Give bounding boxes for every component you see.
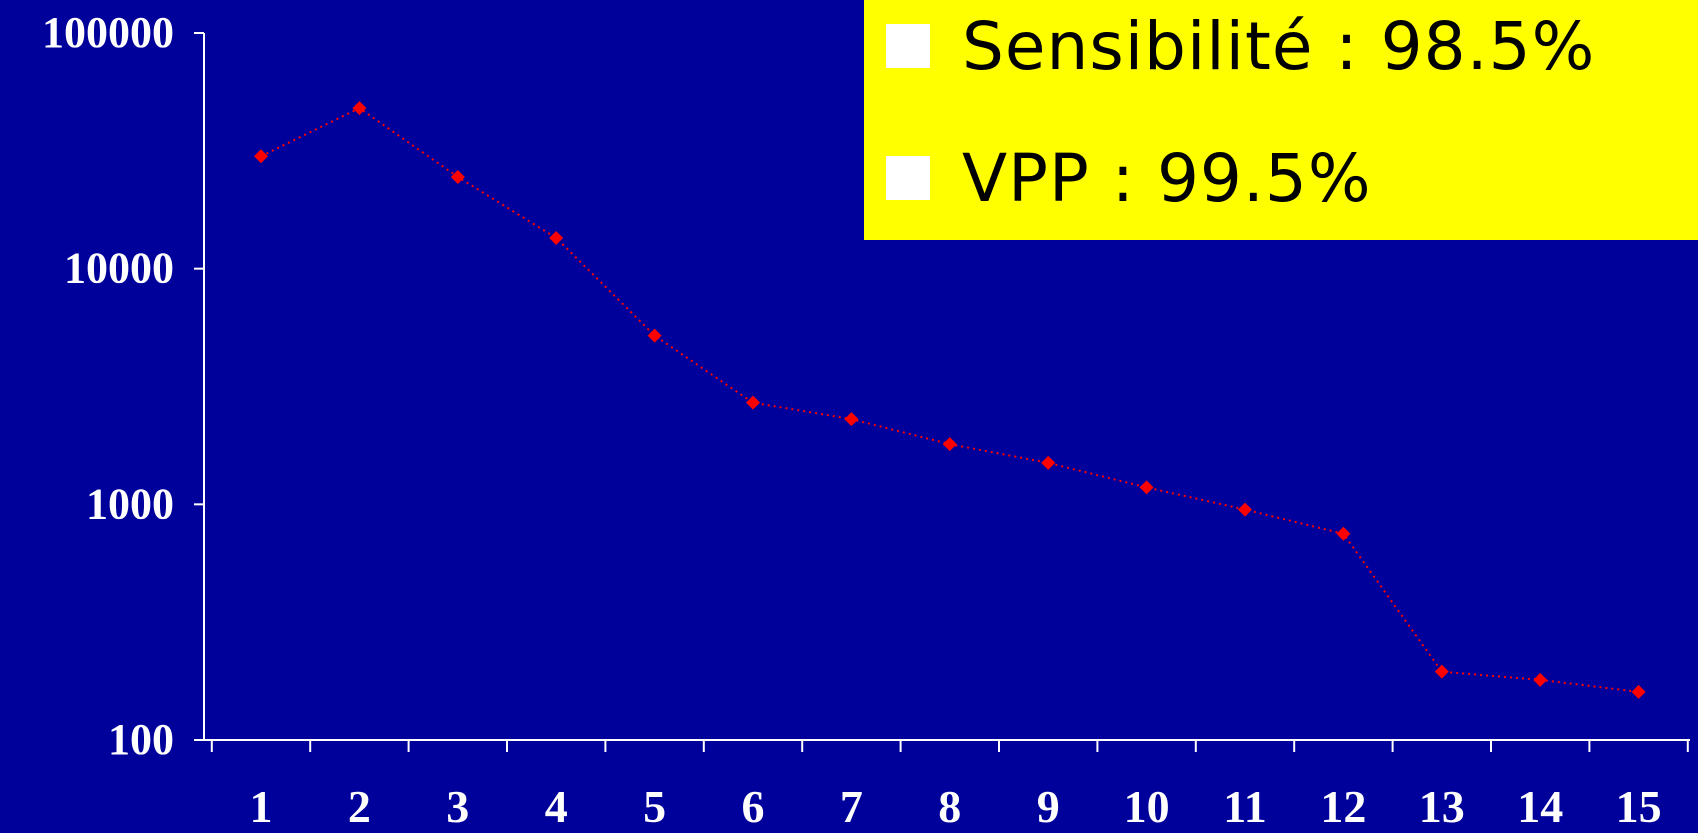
data-point-marker [647,328,662,343]
x-tick-label: 12 [1320,781,1366,832]
data-point-marker [1041,455,1056,470]
x-tick-label: 2 [348,781,371,832]
axes [194,32,1690,752]
y-tick-label: 1000 [86,479,174,528]
x-tick-label: 7 [840,781,863,832]
x-tick-label: 14 [1517,781,1563,832]
x-tick-label: 11 [1223,781,1266,832]
x-tick-label: 3 [446,781,469,832]
x-tick-label: 8 [938,781,961,832]
data-point-marker [1533,672,1548,687]
x-tick-label: 1 [250,781,273,832]
x-tick-label: 4 [545,781,568,832]
x-tick-label: 15 [1616,781,1662,832]
x-tick-label: 10 [1124,781,1170,832]
legend-label: Sensibilité : 98.5% [962,7,1596,85]
data-point-marker [942,437,957,452]
data-point-marker [1238,502,1252,517]
data-point-marker [1336,526,1351,541]
data-point-marker [1139,480,1154,495]
legend-item-vpp: VPP : 99.5% [886,138,1372,218]
legend-bullet-icon [886,24,930,68]
series [254,101,1646,699]
x-tick-labels: 1 2 3 4 5 6 7 8 9 10 11 12 13 14 15 [250,781,1662,832]
legend: Sensibilité : 98.5% VPP : 99.5% [864,0,1698,240]
y-tick-labels: 100000 10000 1000 100 [42,8,174,764]
y-tick-label: 100000 [42,8,174,57]
y-tick-label: 100 [108,715,174,764]
legend-bullet-icon [886,156,930,200]
x-tick-label: 6 [742,781,765,832]
data-point-marker [352,101,367,116]
data-point-marker [1434,664,1449,679]
data-point-marker [746,395,760,410]
x-tick-label: 5 [643,781,666,832]
x-tick-label: 9 [1037,781,1060,832]
legend-item-sensibilite: Sensibilité : 98.5% [886,6,1595,86]
x-tick-label: 13 [1419,781,1465,832]
data-point-marker [844,412,859,427]
legend-label: VPP : 99.5% [962,139,1372,217]
data-point-marker [549,230,564,245]
data-point-marker [254,149,268,164]
data-point-marker [1631,684,1646,699]
y-tick-label: 10000 [64,244,174,293]
data-point-marker [450,169,465,184]
